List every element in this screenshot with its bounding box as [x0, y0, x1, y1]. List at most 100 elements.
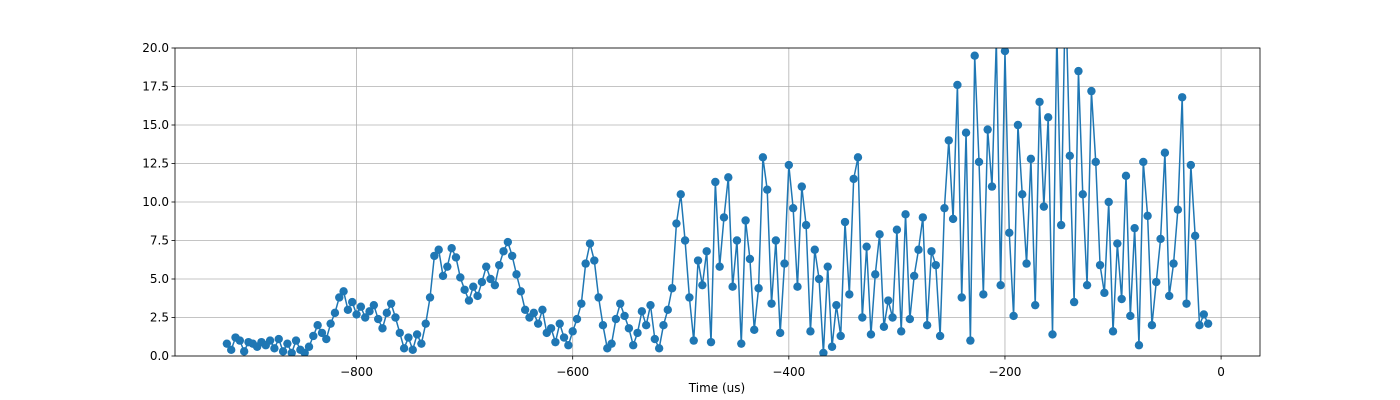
data-point [473, 291, 482, 301]
data-point [970, 51, 979, 60]
data-point [974, 157, 984, 167]
data-point [905, 314, 915, 324]
data-point [1065, 151, 1075, 160]
data-point [646, 300, 655, 310]
x-tick-label: −200 [988, 365, 1021, 379]
data-point [430, 251, 439, 261]
data-point [520, 305, 530, 314]
data-point [1126, 311, 1135, 321]
data-point [840, 217, 850, 227]
data-point [858, 313, 867, 322]
plot-area [222, 28, 1213, 356]
data-point [360, 313, 370, 322]
data-point [287, 348, 296, 356]
data-point [546, 324, 556, 333]
data-point [1091, 157, 1100, 167]
data-point [763, 185, 772, 194]
data-point [1082, 280, 1092, 290]
data-point [408, 345, 417, 355]
data-point [1022, 259, 1031, 268]
data-point [983, 125, 992, 134]
data-point [637, 307, 647, 316]
data-point [702, 247, 711, 256]
data-point [1177, 93, 1187, 102]
data-point [659, 321, 668, 330]
ticks: −800 −600 −400 −200 0 0.0 2.5 5.0 7.5 10.0 12.5 15.… [142, 41, 1225, 379]
data-point [421, 319, 430, 328]
data-point [1056, 220, 1066, 230]
data-point [1018, 190, 1027, 199]
data-point [330, 308, 340, 318]
data-point [693, 256, 703, 265]
data-point [1048, 330, 1057, 339]
data-point [719, 213, 729, 222]
data-point [590, 256, 599, 265]
data-point [594, 293, 603, 302]
data-point [1190, 231, 1200, 241]
data-point [724, 173, 733, 182]
data-point [1152, 277, 1161, 287]
data-point [866, 330, 876, 339]
x-tick-label: −800 [340, 365, 373, 379]
data-point [953, 80, 962, 90]
data-point [399, 344, 409, 353]
data-point [797, 182, 806, 191]
data-point [486, 274, 495, 284]
data-point [836, 331, 845, 341]
x-tick-label: 0 [1217, 365, 1225, 379]
data-line [226, 48, 1209, 354]
data-point [495, 260, 504, 270]
data-point [767, 299, 776, 308]
y-tick-label: 10.0 [142, 195, 169, 209]
data-point [1108, 327, 1118, 336]
data-point [1053, 28, 1061, 36]
data-point [901, 210, 910, 219]
data-point [927, 247, 936, 256]
data-point [888, 313, 897, 322]
data-point [460, 285, 469, 294]
data-point [585, 239, 595, 248]
data-point [750, 325, 759, 335]
data-point [698, 280, 707, 290]
data-point [391, 313, 400, 322]
data-point [1013, 120, 1023, 130]
data-point [629, 341, 638, 350]
data-point [507, 251, 517, 261]
data-point [386, 299, 396, 308]
data-point [966, 336, 975, 345]
data-point [568, 327, 577, 336]
data-point [270, 344, 279, 353]
data-point [456, 273, 465, 282]
data-point [1195, 321, 1204, 330]
data-point [979, 290, 988, 299]
data-point [745, 254, 755, 264]
data-point [918, 213, 928, 222]
data-point [235, 336, 245, 345]
data-point [909, 271, 919, 281]
data-point [737, 339, 746, 348]
data-point [1173, 205, 1183, 214]
data-point [1000, 48, 1010, 56]
data-point [827, 342, 837, 351]
data-point [1035, 97, 1044, 107]
data-point [1031, 300, 1040, 310]
data-point [884, 296, 893, 305]
data-point [940, 203, 949, 213]
data-point [944, 136, 953, 145]
data-point [326, 319, 335, 328]
data-point [222, 339, 232, 348]
data-point [1026, 154, 1036, 164]
data-point [559, 333, 569, 342]
data-point [987, 182, 997, 191]
data-point [482, 262, 491, 271]
data-point [1087, 86, 1096, 96]
data-point [300, 348, 309, 356]
data-point [516, 287, 526, 296]
data-point [814, 274, 824, 284]
data-point [1147, 321, 1157, 330]
data-point [667, 284, 677, 293]
data-point [1039, 202, 1049, 211]
data-point [469, 282, 478, 291]
data-point [365, 307, 374, 316]
data-point [1203, 319, 1213, 328]
